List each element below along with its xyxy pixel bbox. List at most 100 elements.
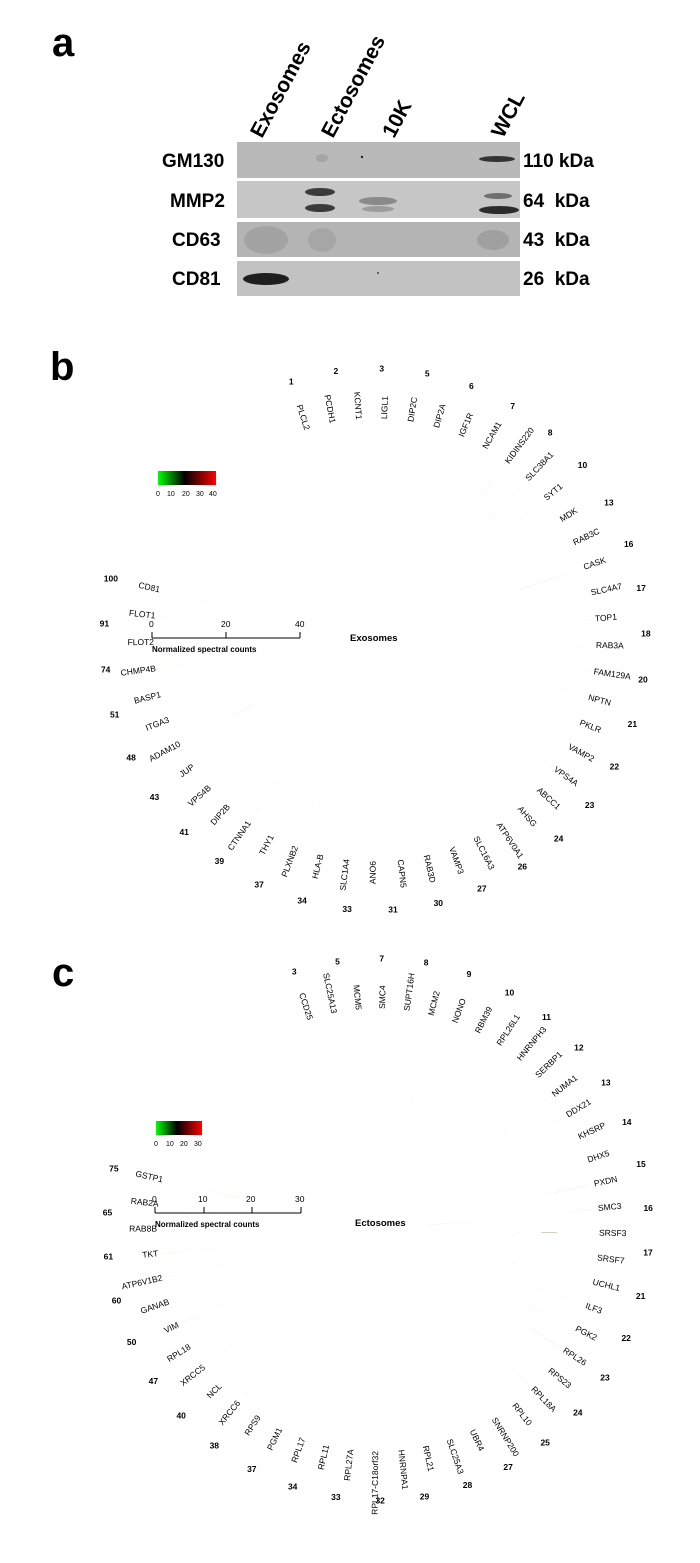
gene-label-atp6v1b2: ATP6V1B2 — [121, 1273, 164, 1292]
colorbar-c-tick-1: 10 — [166, 1141, 174, 1148]
gene-label-nptn: NPTN — [587, 692, 612, 708]
gene-label-slc4a7: SLC4A7 — [590, 581, 623, 598]
index-label: 21 — [628, 719, 638, 729]
bar-rpl11 — [327, 1380, 343, 1445]
gene-label-mcm2: MCM2 — [426, 990, 442, 1017]
colorbar-c: 0 10 20 30 — [154, 1121, 202, 1148]
gene-label-pxdn: PXDN — [593, 1174, 618, 1189]
index-label: 10 — [578, 460, 588, 470]
index-label: 28 — [463, 1480, 473, 1490]
index-label: 13 — [601, 1078, 611, 1088]
bar-basp1 — [161, 685, 198, 695]
index-label: 23 — [600, 1372, 610, 1382]
bar-pcdh1 — [332, 424, 338, 451]
gene-label-ilf3: ILF3 — [584, 1301, 604, 1316]
gene-label-ganab: GANAB — [139, 1296, 171, 1315]
bar-xrcc6 — [239, 1344, 286, 1402]
index-label: 91 — [100, 619, 110, 629]
bar-ncam1 — [466, 449, 485, 481]
bar-supt16h — [392, 1011, 408, 1120]
bar-flot1 — [156, 616, 188, 620]
bar-pgk2 — [522, 1302, 575, 1329]
bar-dip2c — [402, 422, 411, 474]
gene-label-ligl1: LIGL1 — [379, 396, 390, 420]
gene-label-vps4b: VPS4B — [186, 783, 213, 809]
gene-label-rpl27a: RPL27A — [342, 1448, 356, 1481]
bar-vps4b — [210, 765, 235, 787]
gene-label-dhx5: DHX5 — [586, 1148, 611, 1165]
gene-label-srsf7: SRSF7 — [597, 1252, 626, 1265]
gene-label-ccd25: CCD25 — [297, 992, 315, 1022]
bar-ncl — [221, 1343, 263, 1385]
index-label: 34 — [297, 895, 307, 905]
bar-ligl1 — [383, 420, 385, 448]
lane-label-ectosomes: Ectosomes — [317, 32, 390, 142]
bar-uchl1 — [507, 1261, 592, 1283]
gene-label-uchl1: UCHL1 — [592, 1277, 622, 1293]
bar-dip2b — [229, 663, 355, 805]
panel-a-label: a — [52, 21, 75, 65]
bar-rpl17 — [303, 1355, 334, 1438]
scale-b-tick-1: 20 — [221, 619, 231, 629]
gene-label-rab2a: RAB2A — [130, 1196, 159, 1209]
gene-label-ctnna1: CTNNA1 — [225, 818, 253, 852]
index-label: 30 — [434, 898, 444, 908]
bar-tkt — [159, 1246, 225, 1254]
index-label: 65 — [103, 1207, 113, 1217]
gene-label-adam10: ADAM10 — [147, 739, 182, 764]
bar-vps4a — [524, 746, 554, 769]
bar-cask — [517, 568, 583, 591]
chart-b-title: Exosomes — [350, 633, 398, 644]
colorbar-c-tick-0: 0 — [154, 1141, 158, 1148]
bar-pgm1 — [281, 1368, 310, 1428]
bar-numa1 — [500, 1095, 553, 1136]
gene-label-nono: NONO — [450, 997, 468, 1025]
gene-label-itga3: ITGA3 — [144, 714, 171, 732]
gene-label-rpl18: RPL18 — [165, 1342, 193, 1364]
bar-ahsg — [497, 782, 519, 807]
blot-row-cd81 — [237, 261, 520, 296]
index-label: 3 — [292, 967, 297, 977]
gene-label-dip2a: DIP2A — [431, 402, 448, 429]
bar-vim — [179, 1296, 239, 1325]
bar-rpl18a — [491, 1345, 532, 1388]
scale-c-tick-1: 10 — [198, 1194, 208, 1204]
index-label: 16 — [643, 1203, 653, 1213]
index-label: 33 — [331, 1492, 341, 1502]
gene-label-vamp3: VAMP3 — [447, 846, 466, 876]
gene-label-srsf3: SRSF3 — [599, 1228, 627, 1238]
gene-label-mcm5: MCM5 — [351, 984, 363, 1010]
bar-abcc1 — [513, 767, 538, 789]
colorbar-b-tick-2: 20 — [182, 491, 190, 498]
gene-label-ubr4: UBR4 — [468, 1428, 487, 1453]
size-label-cd81: 26 kDa — [523, 269, 590, 290]
index-label: 74 — [101, 665, 111, 675]
index-label: 38 — [210, 1440, 220, 1450]
bar-rpl26 — [489, 1302, 563, 1350]
index-label: 3 — [379, 363, 384, 373]
scale-b-tick-2: 40 — [295, 619, 305, 629]
size-label-cd63: 43 kDa — [523, 230, 590, 251]
gene-label-thy1: THY1 — [257, 833, 276, 857]
gene-label-chmp4b: CHMP4B — [120, 663, 157, 678]
index-label: 51 — [110, 710, 120, 720]
scale-b-label: Normalized spectral counts — [152, 645, 257, 654]
bar-rbm39 — [457, 1033, 478, 1073]
bar-chmp4b — [156, 664, 189, 669]
bar-rpl26l1 — [450, 1045, 499, 1119]
index-label: 37 — [247, 1464, 257, 1474]
index-label: 5 — [425, 368, 430, 378]
gene-label-rpl17: RPL17 — [289, 1436, 307, 1464]
gene-label-tkt: TKT — [142, 1248, 159, 1260]
index-label: 17 — [636, 583, 646, 593]
gene-label-plcl2: PLCL2 — [295, 403, 313, 431]
index-label: 2 — [334, 366, 339, 376]
index-label: 11 — [542, 1012, 551, 1022]
gene-label-dip2b: DIP2B — [208, 802, 232, 827]
index-label: 22 — [621, 1333, 631, 1343]
gene-label-snrnp200: SNRNP200 — [490, 1415, 522, 1458]
scale-axis-c: 0 10 20 30 Normalized spectral counts — [152, 1194, 305, 1229]
index-label: 23 — [585, 800, 595, 810]
index-label: 34 — [288, 1481, 298, 1491]
bar-dhx5 — [443, 1160, 587, 1209]
